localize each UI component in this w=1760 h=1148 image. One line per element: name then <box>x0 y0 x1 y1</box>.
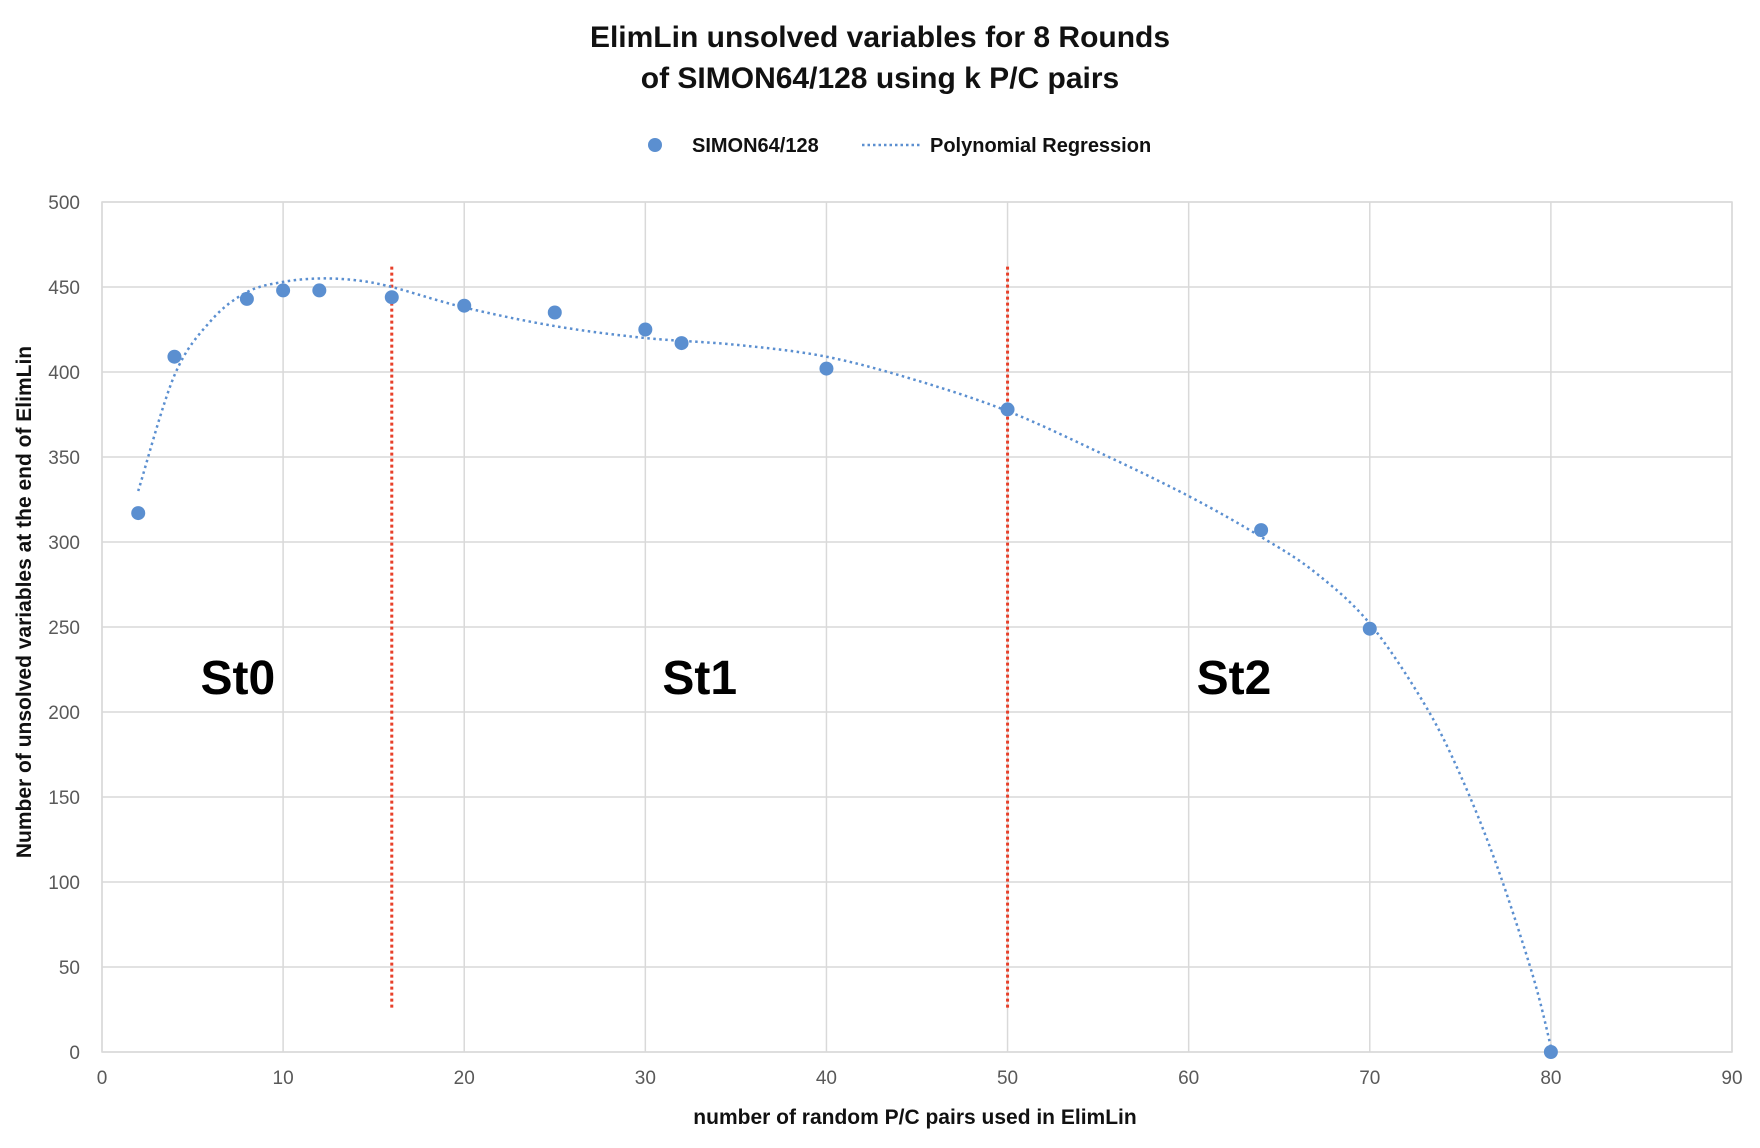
legend-marker-simon <box>648 138 662 152</box>
x-tick-label-20: 20 <box>454 1068 475 1089</box>
data-point-k4 <box>167 349 182 364</box>
x-axis-label: number of random P/C pairs used in ElimL… <box>693 1106 1136 1129</box>
x-tick-label-60: 60 <box>1178 1068 1199 1089</box>
stage-label-st0: St0 <box>200 652 275 705</box>
data-point-k80 <box>1543 1045 1558 1059</box>
x-tick-label-70: 70 <box>1359 1068 1380 1089</box>
y-tick-label-350: 350 <box>48 448 80 469</box>
y-tick-label-0: 0 <box>69 1043 80 1064</box>
stage-label-st1: St1 <box>662 652 737 705</box>
data-point-k30 <box>638 322 653 337</box>
stage-markers <box>390 266 1010 1010</box>
stage-label-st2: St2 <box>1197 652 1272 705</box>
data-point-k70 <box>1362 621 1377 636</box>
data-point-k32 <box>674 336 689 351</box>
y-tick-label-100: 100 <box>48 873 80 894</box>
chart-title-line-2: of SIMON64/128 using k P/C pairs <box>641 62 1119 95</box>
y-tick-label-400: 400 <box>48 363 80 384</box>
data-point-k8 <box>239 291 254 306</box>
chart-title: ElimLin unsolved variables for 8 Rounds … <box>590 21 1170 95</box>
trendline-layer <box>137 277 1553 1048</box>
data-point-k10 <box>276 283 291 298</box>
data-point-k25 <box>547 305 562 320</box>
regression-line <box>137 277 1553 1048</box>
y-tick-label-250: 250 <box>48 618 80 639</box>
data-point-k2 <box>131 506 146 521</box>
y-tick-label-300: 300 <box>48 533 80 554</box>
x-tick-label-50: 50 <box>997 1068 1018 1089</box>
plot-area-border <box>101 201 1733 1053</box>
data-point-k16 <box>384 290 399 305</box>
y-tick-label-50: 50 <box>59 958 80 979</box>
data-point-k50 <box>1000 402 1015 417</box>
y-tick-label-500: 500 <box>48 193 80 214</box>
x-tick-label-0: 0 <box>97 1068 108 1089</box>
y-tick-label-450: 450 <box>48 278 80 299</box>
y-axis-label: Number of unsolved variables at the end … <box>13 346 36 858</box>
x-tick-label-80: 80 <box>1540 1068 1561 1089</box>
data-point-k12 <box>312 283 327 298</box>
grid <box>101 201 1733 1053</box>
y-tick-label-150: 150 <box>48 788 80 809</box>
axis-ticks: 0 50 100 150 200 250 300 350 400 450 500 0 10 20 30 40 5… <box>48 193 1742 1089</box>
x-tick-label-30: 30 <box>635 1068 656 1089</box>
x-tick-label-10: 10 <box>273 1068 294 1089</box>
stage-annotations: St0 St1 St2 <box>200 652 1271 705</box>
legend-label-regression: Polynomial Regression <box>930 135 1151 157</box>
legend: SIMON64/128 Polynomial Regression <box>648 135 1151 157</box>
data-points <box>131 283 1558 1059</box>
data-point-k64 <box>1254 523 1269 538</box>
data-point-k40 <box>819 361 834 376</box>
y-tick-label-200: 200 <box>48 703 80 724</box>
legend-label-simon: SIMON64/128 <box>692 135 819 157</box>
x-tick-label-90: 90 <box>1721 1068 1742 1089</box>
x-tick-label-40: 40 <box>816 1068 837 1089</box>
chart-title-line-1: ElimLin unsolved variables for 8 Rounds <box>590 21 1170 54</box>
data-point-k20 <box>457 298 472 313</box>
